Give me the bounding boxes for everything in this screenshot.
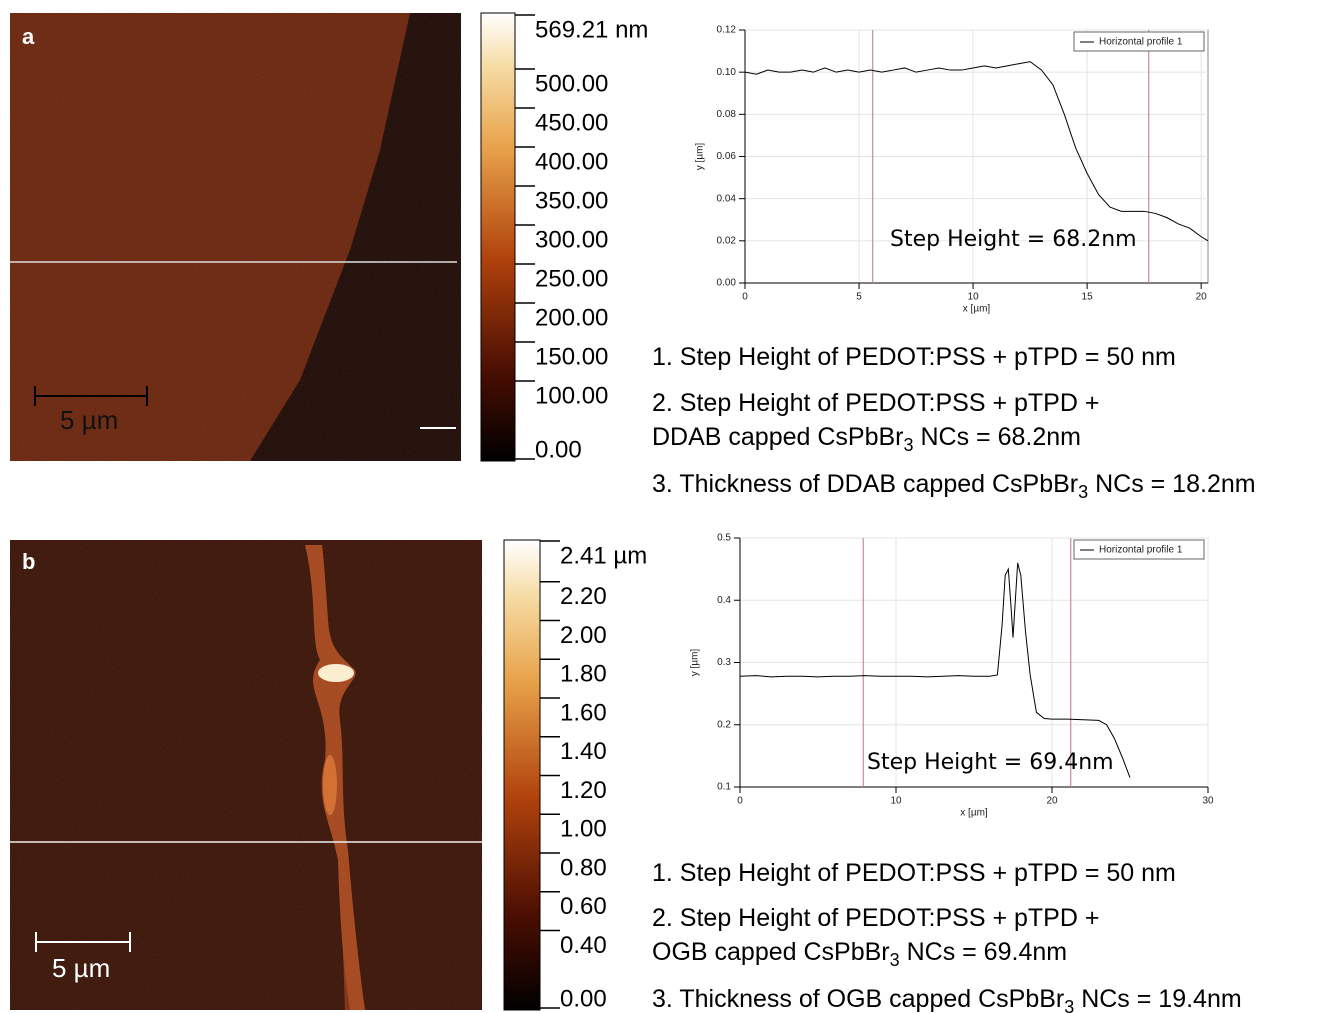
profile-line — [744, 61, 1209, 242]
colorbar-tick-label: 0.80 — [560, 854, 607, 881]
colorbar-tick-label: 0.00 — [560, 985, 607, 1012]
y-tick-label: 0.04 — [717, 193, 737, 204]
x-tick-label: 5 — [856, 292, 862, 303]
colorbar-tick-label: 0.40 — [560, 932, 607, 959]
note: OGB capped CsPbBr3 NCs = 69.4nm — [652, 938, 1067, 970]
colorbar-b — [503, 539, 541, 1011]
x-tick-label: 10 — [890, 796, 902, 807]
colorbar-tick-label: 150.00 — [535, 343, 608, 370]
subscript: 3 — [1064, 997, 1074, 1013]
note: 3. Thickness of OGB capped CsPbBr3 NCs =… — [652, 985, 1242, 1013]
note-text: NCs = 19.4nm — [1074, 985, 1241, 1013]
colorbar-tick-label: 0.00 — [535, 436, 582, 463]
y-tick-label: 0.5 — [717, 533, 731, 544]
legend-label: Horizontal profile 1 — [1099, 545, 1183, 556]
x-tick-label: 10 — [968, 292, 980, 303]
annotation: Step Height = 68.2nm — [890, 227, 1137, 252]
afm-image-a — [10, 13, 461, 461]
note: 3. Thickness of DDAB capped CsPbBr3 NCs … — [652, 470, 1256, 502]
colorbar-tick-label: 200.00 — [535, 304, 608, 331]
note: 2. Step Height of PEDOT:PSS + pTPD + — [652, 904, 1099, 932]
afm-image-b — [10, 540, 482, 1010]
note-text: DDAB capped CsPbBr — [652, 423, 904, 451]
note-text: NCs = 18.2nm — [1088, 470, 1255, 498]
x-axis-label: x [µm] — [963, 304, 991, 315]
x-tick-label: 30 — [1202, 796, 1214, 807]
colorbar-a — [480, 12, 516, 462]
note: 2. Step Height of PEDOT:PSS + pTPD + — [652, 389, 1099, 417]
x-tick-label: 20 — [1046, 796, 1058, 807]
panel-label: b — [22, 549, 35, 574]
legend-label: Horizontal profile 1 — [1099, 37, 1183, 48]
y-tick-label: 0.10 — [717, 67, 737, 78]
panel-label: a — [22, 24, 35, 49]
annotation: Step Height = 69.4nm — [867, 750, 1114, 775]
note-text: 1. Step Height of PEDOT:PSS + pTPD = 50 … — [652, 343, 1176, 371]
note-text: 3. Thickness of DDAB capped CsPbBr — [652, 470, 1078, 498]
subscript: 3 — [1078, 482, 1088, 502]
legend-box — [1073, 31, 1205, 52]
y-tick-label: 0.12 — [717, 25, 737, 36]
note-text: 2. Step Height of PEDOT:PSS + pTPD + — [652, 904, 1099, 932]
colorbar-tick-label: 2.00 — [560, 622, 607, 649]
colorbar-tick-label: 500.00 — [535, 70, 608, 97]
x-axis-label: x [µm] — [960, 808, 988, 819]
note-text: 3. Thickness of OGB capped CsPbBr — [652, 985, 1064, 1013]
colorbar-tick-label: 1.00 — [560, 816, 607, 843]
note-text: OGB capped CsPbBr — [652, 938, 890, 966]
note: 1. Step Height of PEDOT:PSS + pTPD = 50 … — [652, 859, 1176, 887]
colorbar-tick-label: 300.00 — [535, 226, 608, 253]
colorbar-tick-label: 450.00 — [535, 109, 608, 136]
subscript: 3 — [890, 950, 900, 970]
y-tick-label: 0.1 — [717, 782, 731, 793]
y-tick-label: 0.4 — [717, 595, 731, 606]
colorbar-tick-label: 400.00 — [535, 148, 608, 175]
y-axis-label: y [µm] — [690, 649, 701, 677]
note-text: NCs = 68.2nm — [914, 423, 1081, 451]
y-tick-label: 0.2 — [717, 719, 731, 730]
y-tick-label: 0.08 — [717, 109, 737, 120]
y-tick-label: 0.02 — [717, 235, 737, 246]
note: DDAB capped CsPbBr3 NCs = 68.2nm — [652, 423, 1081, 455]
note: 1. Step Height of PEDOT:PSS + pTPD = 50 … — [652, 343, 1176, 371]
x-tick-label: 0 — [742, 292, 748, 303]
x-tick-label: 0 — [737, 796, 743, 807]
subscript: 3 — [904, 435, 914, 455]
colorbar-tick-label: 1.20 — [560, 777, 607, 804]
scale-bar-label: 5 µm — [60, 405, 118, 435]
note-text: 2. Step Height of PEDOT:PSS + pTPD + — [652, 389, 1099, 417]
colorbar-tick-label: 350.00 — [535, 187, 608, 214]
colorbar-tick-label: 1.80 — [560, 661, 607, 688]
note-text: 1. Step Height of PEDOT:PSS + pTPD = 50 … — [652, 859, 1176, 887]
colorbar-tick-label: 0.60 — [560, 893, 607, 920]
x-tick-label: 15 — [1082, 292, 1094, 303]
profile-line — [739, 562, 1131, 778]
colorbar-tick-label: 1.40 — [560, 738, 607, 765]
colorbar-tick-label: 1.60 — [560, 699, 607, 726]
x-tick-label: 20 — [1196, 292, 1208, 303]
y-tick-label: 0.00 — [717, 278, 737, 289]
y-axis-label: y [µm] — [695, 143, 706, 171]
scale-bar-label: 5 µm — [52, 953, 110, 983]
note-text: NCs = 69.4nm — [900, 938, 1067, 966]
colorbar-tick-label: 2.20 — [560, 583, 607, 610]
colorbar-tick-label: 2.41 µm — [560, 542, 647, 569]
colorbar-tick-label: 100.00 — [535, 382, 608, 409]
legend-box — [1073, 539, 1205, 560]
y-tick-label: 0.3 — [717, 657, 731, 668]
y-tick-label: 0.06 — [717, 151, 737, 162]
colorbar-tick-label: 569.21 nm — [535, 16, 648, 43]
colorbar-tick-label: 250.00 — [535, 265, 608, 292]
